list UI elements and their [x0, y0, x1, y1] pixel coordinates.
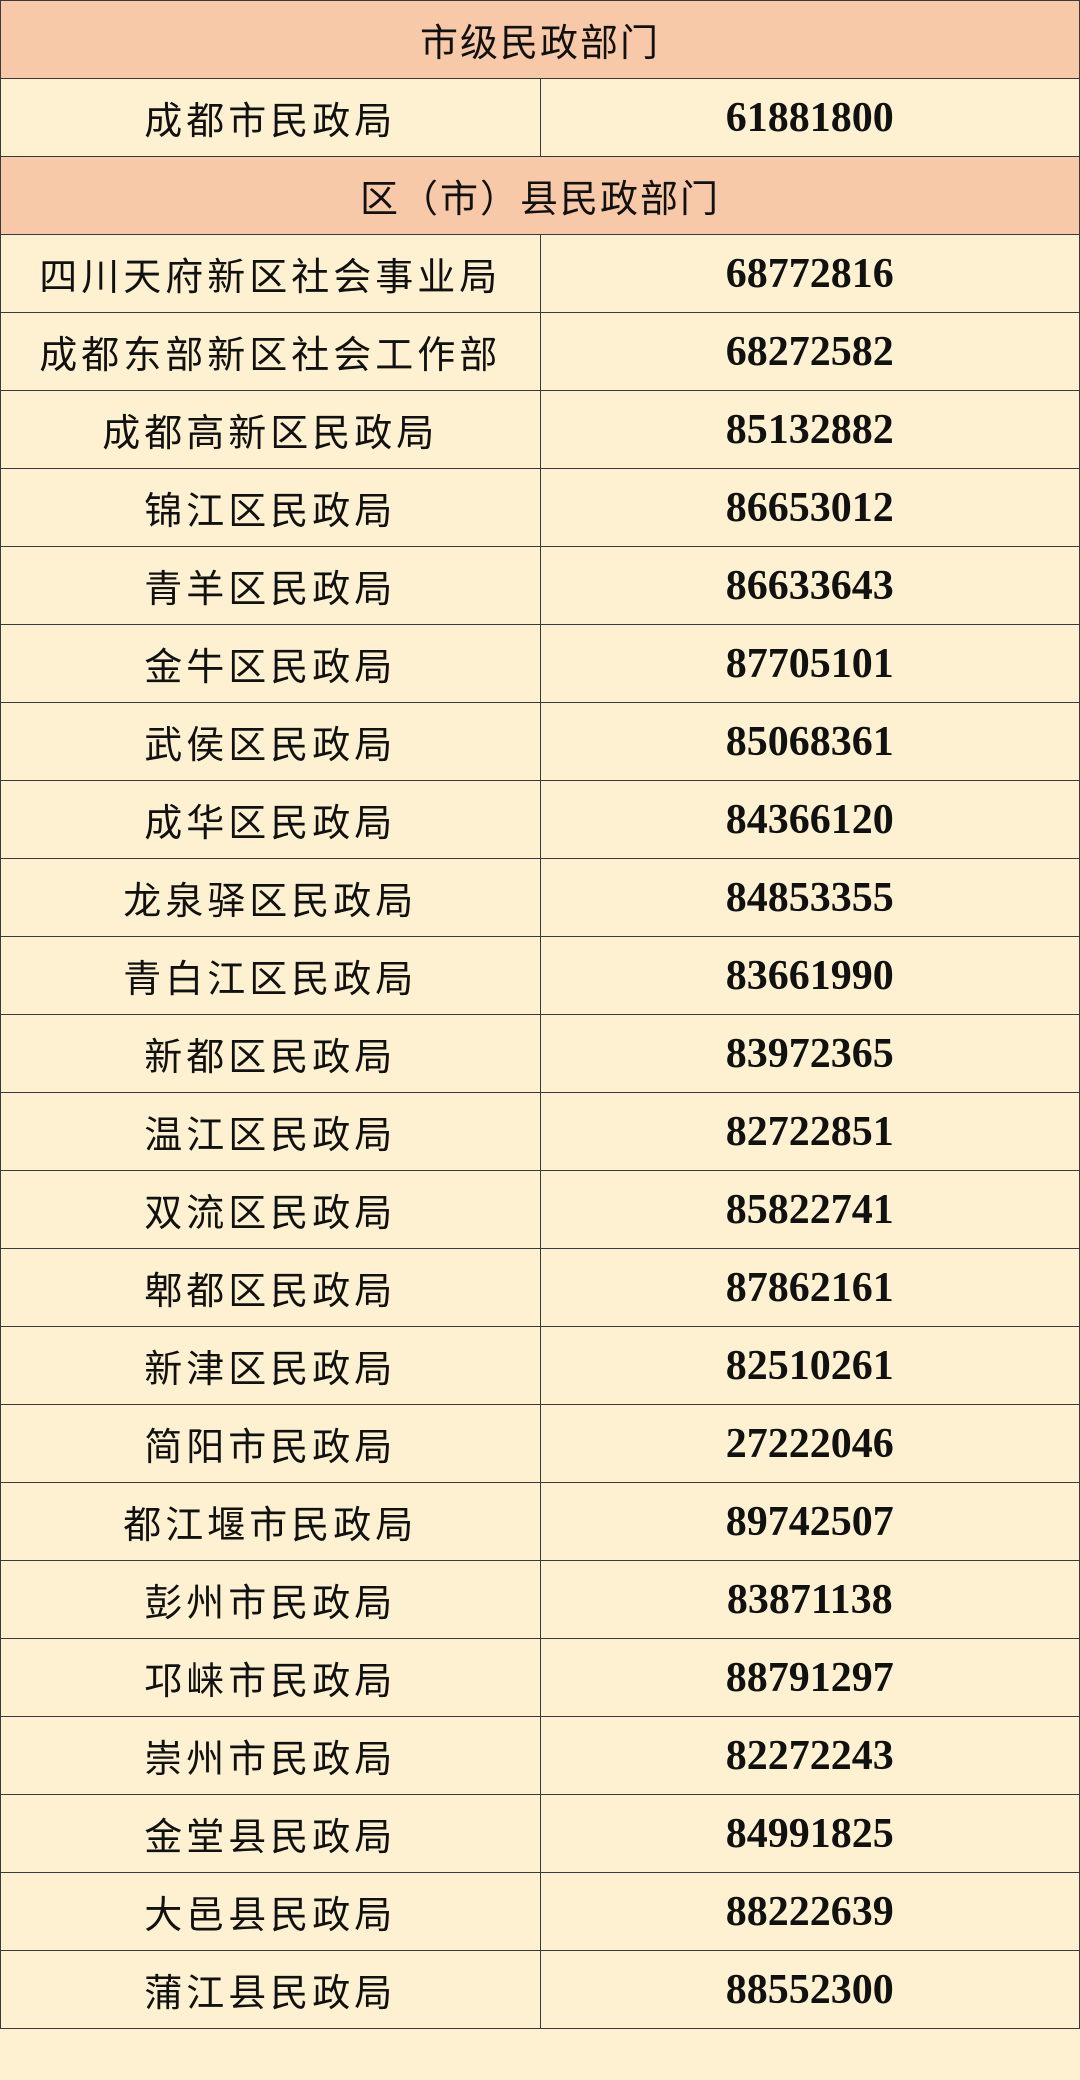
office-name: 青羊区民政局 — [0, 546, 541, 625]
office-name: 邛崃市民政局 — [0, 1638, 541, 1717]
phone-number: 68772816 — [539, 234, 1080, 313]
section-title: 市级民政部门 — [0, 0, 1080, 79]
office-name: 龙泉驿区民政局 — [0, 858, 541, 937]
phone-number: 86653012 — [539, 468, 1080, 547]
office-name: 大邑县民政局 — [0, 1872, 541, 1951]
phone-number: 84853355 — [539, 858, 1080, 937]
phone-number: 83972365 — [539, 1014, 1080, 1093]
office-name: 蒲江县民政局 — [0, 1950, 541, 2029]
table-body: 市级民政部门 成都市民政局 61881800 区（市）县民政部门 四川天府新区社会事业局… — [0, 0, 1080, 2029]
office-name: 武侯区民政局 — [0, 702, 541, 781]
table-row: 龙泉驿区民政局 84853355 — [0, 858, 1080, 937]
phone-number: 86633643 — [539, 546, 1080, 625]
table-row: 大邑县民政局 88222639 — [0, 1872, 1080, 1951]
phone-number: 61881800 — [539, 78, 1080, 157]
office-name: 彭州市民政局 — [0, 1560, 541, 1639]
phone-number: 88222639 — [539, 1872, 1080, 1951]
office-name: 崇州市民政局 — [0, 1716, 541, 1795]
phone-number: 83661990 — [539, 936, 1080, 1015]
office-name: 青白江区民政局 — [0, 936, 541, 1015]
section-header-row: 市级民政部门 — [0, 0, 1080, 79]
table-row: 新津区民政局 82510261 — [0, 1326, 1080, 1405]
section-header-row: 区（市）县民政部门 — [0, 156, 1080, 235]
section-title: 区（市）县民政部门 — [0, 156, 1080, 235]
table-row: 新都区民政局 83972365 — [0, 1014, 1080, 1093]
phone-number: 84991825 — [539, 1794, 1080, 1873]
phone-number: 82510261 — [539, 1326, 1080, 1405]
table-row: 锦江区民政局 86653012 — [0, 468, 1080, 547]
table-row: 成都高新区民政局 85132882 — [0, 390, 1080, 469]
table-row: 简阳市民政局 27222046 — [0, 1404, 1080, 1483]
phone-number: 88791297 — [539, 1638, 1080, 1717]
office-name: 新津区民政局 — [0, 1326, 541, 1405]
table-row: 金堂县民政局 84991825 — [0, 1794, 1080, 1873]
phone-number: 68272582 — [539, 312, 1080, 391]
office-name: 成华区民政局 — [0, 780, 541, 859]
office-name: 成都高新区民政局 — [0, 390, 541, 469]
office-name: 金堂县民政局 — [0, 1794, 541, 1873]
office-name: 郫都区民政局 — [0, 1248, 541, 1327]
table-row: 邛崃市民政局 88791297 — [0, 1638, 1080, 1717]
office-name: 金牛区民政局 — [0, 624, 541, 703]
table-row: 成华区民政局 84366120 — [0, 780, 1080, 859]
phone-number: 27222046 — [539, 1404, 1080, 1483]
office-name: 成都市民政局 — [0, 78, 541, 157]
table-row: 青白江区民政局 83661990 — [0, 936, 1080, 1015]
table-row: 青羊区民政局 86633643 — [0, 546, 1080, 625]
office-name: 成都东部新区社会工作部 — [0, 312, 541, 391]
table-row: 郫都区民政局 87862161 — [0, 1248, 1080, 1327]
phone-number: 85068361 — [539, 702, 1080, 781]
table-row: 武侯区民政局 85068361 — [0, 702, 1080, 781]
phone-number: 83871138 — [539, 1560, 1080, 1639]
civil-affairs-contact-table: 市级民政部门 成都市民政局 61881800 区（市）县民政部门 四川天府新区社会事业局… — [0, 0, 1080, 2029]
phone-number: 82272243 — [539, 1716, 1080, 1795]
table-row: 崇州市民政局 82272243 — [0, 1716, 1080, 1795]
office-name: 都江堰市民政局 — [0, 1482, 541, 1561]
table-row: 蒲江县民政局 88552300 — [0, 1950, 1080, 2029]
table-row: 金牛区民政局 87705101 — [0, 624, 1080, 703]
office-name: 简阳市民政局 — [0, 1404, 541, 1483]
table-row: 成都市民政局 61881800 — [0, 78, 1080, 157]
table-row: 彭州市民政局 83871138 — [0, 1560, 1080, 1639]
office-name: 四川天府新区社会事业局 — [0, 234, 541, 313]
phone-number: 87705101 — [539, 624, 1080, 703]
table-row: 都江堰市民政局 89742507 — [0, 1482, 1080, 1561]
office-name: 双流区民政局 — [0, 1170, 541, 1249]
phone-number: 87862161 — [539, 1248, 1080, 1327]
phone-number: 85822741 — [539, 1170, 1080, 1249]
office-name: 温江区民政局 — [0, 1092, 541, 1171]
phone-number: 85132882 — [539, 390, 1080, 469]
office-name: 新都区民政局 — [0, 1014, 541, 1093]
table-row: 温江区民政局 82722851 — [0, 1092, 1080, 1171]
table-row: 四川天府新区社会事业局 68772816 — [0, 234, 1080, 313]
office-name: 锦江区民政局 — [0, 468, 541, 547]
table-row: 成都东部新区社会工作部 68272582 — [0, 312, 1080, 391]
phone-number: 88552300 — [539, 1950, 1080, 2029]
phone-number: 82722851 — [539, 1092, 1080, 1171]
table-row: 双流区民政局 85822741 — [0, 1170, 1080, 1249]
phone-number: 89742507 — [539, 1482, 1080, 1561]
phone-number: 84366120 — [539, 780, 1080, 859]
